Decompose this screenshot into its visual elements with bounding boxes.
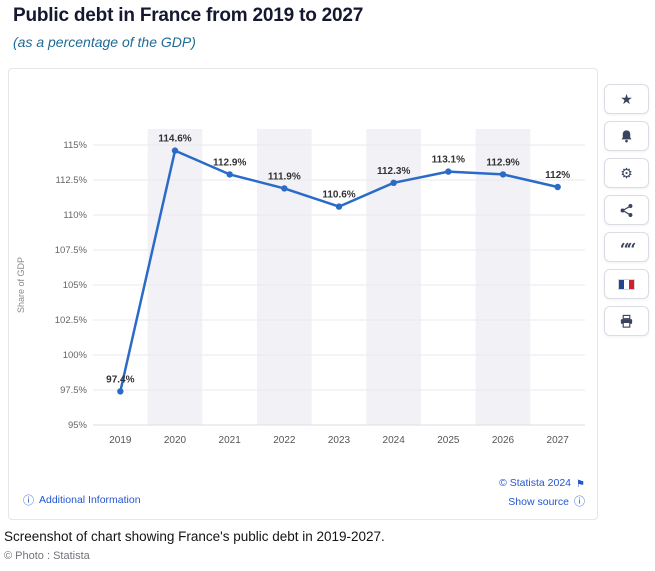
- point-value-label: 112.9%: [486, 157, 519, 168]
- x-tick-label: 2023: [328, 435, 351, 446]
- point-value-label: 112%: [545, 170, 570, 181]
- data-point[interactable]: [554, 183, 561, 191]
- language-france-button[interactable]: [604, 269, 649, 299]
- point-value-label: 114.6%: [158, 134, 191, 145]
- x-tick-label: 2022: [273, 435, 296, 446]
- column-band: [147, 129, 203, 425]
- print-button[interactable]: [604, 306, 649, 336]
- statista-copyright-label: © Statista 2024: [499, 477, 572, 490]
- page-title: Public debt in France from 2019 to 2027: [13, 5, 364, 26]
- x-tick-label: 2019: [109, 435, 132, 446]
- x-tick-label: 2020: [164, 435, 187, 446]
- info-icon: ⓘ: [23, 495, 34, 507]
- line-chart[interactable]: 95% 97.5% 100% 102.5% 105% 107.5% 110% 112.5% 11…: [9, 73, 597, 465]
- x-tick-label: 2026: [492, 435, 515, 446]
- statista-copyright[interactable]: © Statista 2024 ⚑: [499, 475, 585, 493]
- share-button[interactable]: [604, 195, 649, 225]
- settings-button[interactable]: ⚙: [604, 158, 649, 188]
- point-value-label: 112.3%: [377, 166, 410, 177]
- x-tick-label: 2027: [547, 435, 570, 446]
- favorite-star-button[interactable]: ★: [604, 84, 649, 114]
- info-icon: ⓘ: [574, 496, 585, 509]
- y-tick-label: 107.5%: [55, 245, 88, 256]
- data-point[interactable]: [335, 203, 343, 210]
- data-point[interactable]: [117, 388, 124, 395]
- y-tick-label: 102.5%: [55, 315, 88, 326]
- france-flag-icon: [618, 278, 635, 290]
- y-tick-label: 100%: [63, 350, 88, 361]
- banner-icon: ⚑: [576, 478, 585, 490]
- data-point[interactable]: [445, 168, 452, 175]
- point-value-label: 112.9%: [213, 157, 246, 168]
- additional-information-link[interactable]: ⓘ Additional Information: [23, 492, 141, 508]
- star-icon: ★: [620, 91, 633, 107]
- point-value-label: 110.6%: [322, 190, 355, 201]
- column-band: [257, 129, 312, 425]
- quote-icon: ““: [619, 239, 636, 260]
- y-tick-label: 110%: [63, 210, 87, 221]
- point-value-label: 113.1%: [432, 155, 465, 166]
- data-point[interactable]: [499, 171, 507, 178]
- data-point[interactable]: [281, 185, 288, 192]
- printer-icon: [620, 314, 633, 328]
- data-point[interactable]: [226, 171, 233, 178]
- y-tick-label: 95%: [68, 420, 88, 431]
- source-block: © Statista 2024 ⚑ Show source ⓘ: [499, 475, 585, 512]
- page-subtitle: (as a percentage of the GDP): [13, 34, 196, 50]
- screenshot-caption: Screenshot of chart showing France's pub…: [4, 529, 385, 544]
- show-source-link[interactable]: Show source ⓘ: [499, 493, 585, 512]
- additional-information-label: Additional Information: [39, 494, 141, 506]
- gear-icon: ⚙: [620, 165, 633, 181]
- y-axis-title: Share of GDP: [16, 257, 26, 313]
- y-tick-label: 97.5%: [60, 385, 87, 396]
- share-icon: [620, 203, 633, 217]
- chart-card: 95% 97.5% 100% 102.5% 105% 107.5% 110% 112.5% 11…: [8, 68, 598, 520]
- x-tick-label: 2021: [219, 435, 242, 446]
- citation-button[interactable]: ““: [604, 232, 649, 262]
- bell-icon: [621, 129, 632, 142]
- data-point[interactable]: [171, 147, 179, 154]
- data-point[interactable]: [390, 179, 397, 186]
- y-tick-label: 105%: [63, 280, 88, 291]
- point-value-label: 111.9%: [268, 171, 301, 182]
- share-toolbar: ★ ⚙ ““: [604, 84, 649, 336]
- y-tick-label: 115%: [63, 140, 87, 151]
- alert-bell-button[interactable]: [604, 121, 649, 151]
- show-source-label: Show source: [508, 495, 569, 508]
- x-tick-label: 2025: [437, 435, 460, 446]
- y-tick-label: 112.5%: [55, 175, 87, 186]
- x-tick-label: 2024: [383, 435, 406, 446]
- point-value-label: 97.4%: [106, 374, 134, 385]
- photo-credit: © Photo : Statista: [4, 550, 90, 562]
